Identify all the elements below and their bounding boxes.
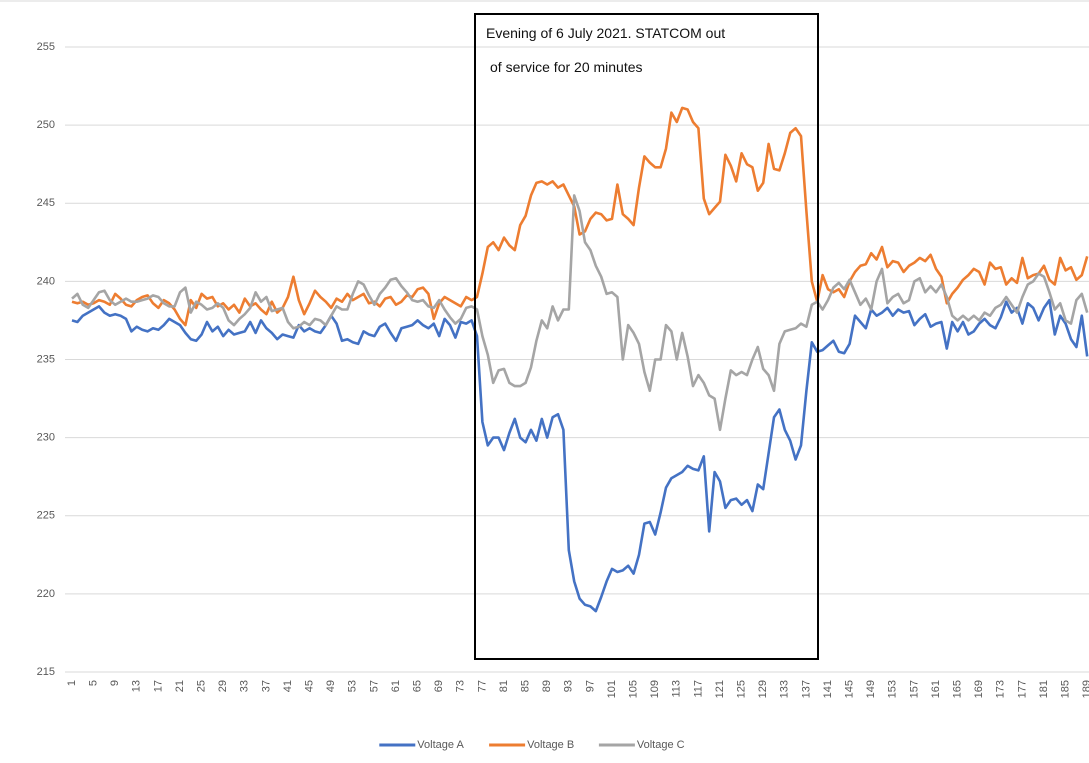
y-tick-label: 240 [37,275,55,287]
x-tick-label: 81 [498,680,510,692]
y-tick-label: 225 [37,510,55,522]
x-tick-label: 165 [952,680,964,698]
x-tick-label: 85 [520,680,532,692]
annotation-line: Evening of 6 July 2021. STATCOM out [486,25,725,41]
legend-label: Voltage C [637,739,685,751]
x-tick-label: 57 [368,680,380,692]
x-tick-label: 69 [433,680,445,692]
annotation-line: of service for 20 minutes [490,59,643,75]
series-line [71,194,1089,432]
grid [65,46,1089,673]
x-tick-label: 105 [628,680,640,698]
y-tick-label: 230 [37,432,55,444]
x-tick-label: 1 [66,680,78,686]
x-tick-label: 117 [692,680,704,698]
x-tick-label: 125 [736,680,748,698]
x-tick-label: 93 [563,680,575,692]
legend-label: Voltage A [417,739,464,751]
x-tick-label: 161 [930,680,942,698]
x-tick-label: 141 [822,680,834,698]
x-tick-label: 121 [714,680,726,698]
y-tick-label: 245 [37,197,55,209]
x-tick-label: 113 [671,680,683,698]
x-tick-label: 101 [606,680,618,698]
x-tick-label: 145 [844,680,856,698]
x-tick-label: 37 [260,680,272,692]
series-line [71,106,1089,327]
legend-label: Voltage B [527,739,574,751]
x-tick-label: 189 [1081,680,1089,698]
x-tick-label: 65 [412,680,424,692]
y-tick-label: 215 [37,666,55,678]
x-tick-label: 109 [649,680,661,698]
x-tick-label: 9 [109,680,121,686]
legend: Voltage A Voltage B Voltage C [379,739,685,751]
plot-lines [71,106,1089,613]
x-tick-label: 41 [282,680,294,692]
annotation-box [474,13,819,660]
x-tick-label: 29 [217,680,229,692]
x-tick-label: 89 [541,680,553,692]
axes: 215 220 225 230 235 240 245 250 255 1 5 9 13 17 21 25 29… [37,41,1089,698]
x-tick-label: 169 [973,680,985,698]
x-tick-label: 137 [800,680,812,698]
series-line [71,298,1089,613]
x-tick-label: 177 [1016,680,1028,698]
x-tick-label: 129 [757,680,769,698]
x-tick-label: 181 [1038,680,1050,698]
x-tick-label: 25 [196,680,208,692]
y-tick-label: 250 [37,119,55,131]
x-tick-label: 53 [347,680,359,692]
x-tick-label: 61 [390,680,402,692]
x-tick-label: 133 [779,680,791,698]
x-tick-label: 97 [584,680,596,692]
x-tick-label: 13 [131,680,143,692]
x-tick-label: 77 [476,680,488,692]
x-tick-label: 33 [239,680,251,692]
y-tick-label: 220 [37,588,55,600]
x-tick-label: 21 [174,680,186,692]
x-tick-label: 173 [995,680,1007,698]
x-tick-label: 45 [304,680,316,692]
x-tick-label: 73 [455,680,467,692]
x-tick-label: 157 [908,680,920,698]
x-tick-label: 153 [887,680,899,698]
y-tick-label: 235 [37,353,55,365]
x-tick-label: 185 [1060,680,1072,698]
y-tick-label: 255 [37,41,55,53]
x-tick-label: 149 [865,680,877,698]
x-tick-label: 17 [152,680,164,692]
x-tick-label: 5 [88,680,100,686]
x-tick-label: 49 [325,680,337,692]
